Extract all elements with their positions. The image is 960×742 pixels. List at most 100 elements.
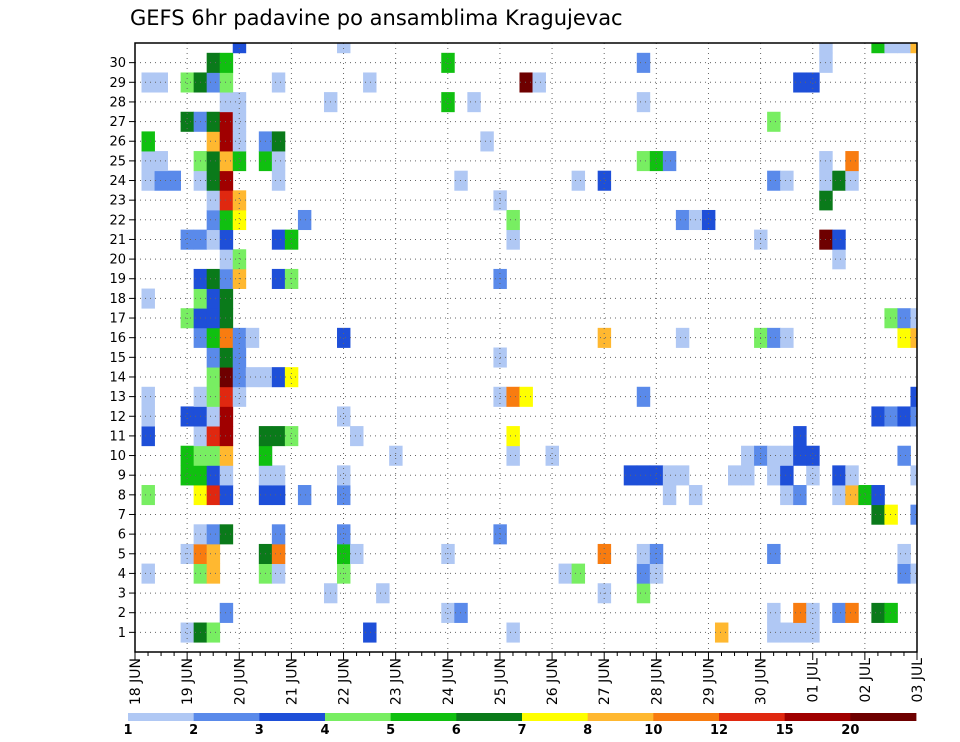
heatmap-cell — [271, 367, 286, 388]
heatmap-cell — [832, 229, 846, 250]
heatmap-cell — [337, 406, 351, 427]
heatmap-cell — [454, 602, 468, 623]
heatmap-cell — [350, 543, 364, 564]
heatmap-cell — [910, 43, 918, 54]
heatmap-cell — [780, 445, 794, 466]
heatmap-cell — [767, 602, 781, 623]
heatmap-cell — [206, 563, 221, 584]
heatmap-cell — [897, 445, 911, 466]
colorbar-swatch — [259, 713, 326, 721]
colorbar-label: 4 — [320, 723, 329, 738]
heatmap-cell — [219, 190, 234, 211]
heatmap-cell — [219, 92, 234, 113]
heatmap-cell — [662, 465, 677, 486]
y-tick-label: 10 — [109, 449, 126, 464]
heatmap-cell — [206, 465, 221, 486]
heatmap-cell — [271, 131, 286, 152]
heatmap-cell — [884, 504, 898, 525]
y-tick-label: 17 — [109, 312, 126, 327]
heatmap-cell — [519, 386, 533, 407]
heatmap-cell — [897, 543, 911, 564]
heatmap-cell — [441, 92, 455, 113]
heatmap-cell — [141, 406, 155, 427]
heatmap-cell — [636, 92, 651, 113]
heatmap-cell — [636, 583, 651, 604]
colorbar-swatch — [850, 713, 917, 721]
y-tick-label: 8 — [118, 488, 126, 503]
heatmap-cell — [337, 524, 351, 545]
colorbar-label: 6 — [452, 723, 461, 738]
heatmap-cell — [219, 445, 234, 466]
y-tick-label: 16 — [109, 331, 126, 346]
heatmap-cell — [845, 602, 859, 623]
heatmap-cell — [206, 524, 221, 545]
heatmap-cell — [714, 622, 729, 643]
heatmap-cells — [141, 43, 918, 643]
heatmap-cell — [219, 268, 234, 289]
heatmap-cell — [219, 72, 234, 93]
heatmap-cell — [767, 327, 781, 348]
heatmap-cell — [897, 406, 911, 427]
heatmap-cell — [219, 386, 234, 407]
heatmap-cell — [910, 308, 918, 329]
y-tick-label: 2 — [118, 606, 126, 621]
heatmap-cell — [910, 406, 918, 427]
heatmap-cell — [871, 504, 885, 525]
heatmap-cell — [506, 386, 520, 407]
heatmap-cell — [284, 229, 299, 250]
heatmap-cell — [141, 72, 155, 93]
y-tick-label: 9 — [118, 469, 126, 484]
colorbar-label: 1 — [123, 723, 132, 738]
heatmap-cell — [728, 465, 742, 486]
heatmap-cell — [806, 72, 820, 93]
heatmap-cell — [793, 72, 807, 93]
heatmap-cell — [506, 209, 520, 231]
x-tick-label: 21 JUN — [284, 658, 300, 705]
y-tick-label: 7 — [118, 508, 126, 523]
heatmap-cell — [271, 229, 286, 250]
heatmap-cell — [180, 111, 195, 132]
y-tick-label: 20 — [109, 253, 126, 268]
heatmap-cell — [767, 170, 781, 191]
y-axis-ticks: 1234567891011121314151617181920212223242… — [109, 56, 135, 641]
heatmap-cell — [832, 249, 846, 270]
heatmap-cell — [180, 622, 195, 643]
heatmap-cell — [206, 268, 221, 289]
heatmap-cell — [271, 268, 286, 289]
heatmap-cell — [141, 386, 155, 407]
heatmap-cell — [741, 465, 755, 486]
heatmap-cell — [180, 465, 195, 486]
heatmap-cell — [206, 151, 221, 172]
heatmap-cell — [337, 465, 351, 486]
heatmap-cell — [154, 151, 168, 172]
heatmap-cell — [232, 151, 247, 172]
heatmap-cell — [832, 602, 846, 623]
colorbar-swatch — [784, 713, 851, 721]
y-tick-label: 29 — [109, 76, 126, 91]
heatmap-cell — [206, 386, 221, 407]
colorbar-swatch — [390, 713, 457, 721]
heatmap-cell — [245, 327, 260, 348]
heatmap-cell — [767, 465, 781, 486]
heatmap-cell — [454, 170, 468, 191]
heatmap-cell — [219, 170, 234, 191]
heatmap-cell — [206, 347, 221, 368]
heatmap-cell — [506, 445, 520, 466]
heatmap-cell — [206, 622, 221, 643]
x-tick-label: 24 JUN — [441, 658, 457, 705]
heatmap-cell — [206, 190, 221, 211]
heatmap-cell — [701, 209, 716, 231]
heatmap-cell — [297, 485, 312, 506]
y-tick-label: 4 — [118, 567, 126, 582]
chart-title: GEFS 6hr padavine po ansamblima Kragujev… — [130, 6, 623, 30]
y-tick-label: 28 — [109, 95, 126, 110]
y-tick-label: 14 — [109, 370, 126, 385]
heatmap-cell — [232, 327, 247, 348]
x-tick-label: 02 JUL — [858, 658, 874, 703]
heatmap-cell — [219, 367, 234, 388]
heatmap-cell — [636, 465, 651, 486]
heatmap-cell — [180, 445, 195, 466]
heatmap-cell — [832, 170, 846, 191]
y-tick-label: 26 — [109, 135, 126, 150]
heatmap-cell — [141, 288, 155, 309]
